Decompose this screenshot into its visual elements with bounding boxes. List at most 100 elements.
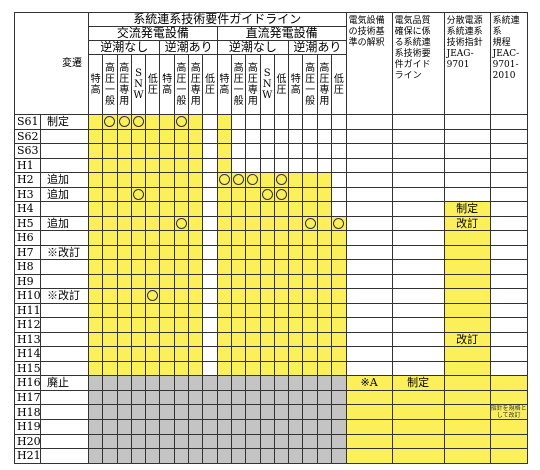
grid-cell <box>288 375 304 391</box>
grid-cell <box>230 186 247 202</box>
grid-cell <box>173 317 190 333</box>
era-cell: S63 <box>14 143 41 159</box>
grid-cell <box>116 360 132 376</box>
subcol-header-12: 高圧専用 <box>245 54 261 115</box>
grid-cell <box>130 360 147 376</box>
table-row: H13 改訂 <box>14 331 528 347</box>
grid-cell <box>159 244 175 260</box>
grid-cell <box>273 433 290 449</box>
table-row: S63 <box>14 143 528 159</box>
event-cell: 廃止 <box>40 375 89 391</box>
grid-cell <box>288 114 304 130</box>
grid-cell <box>216 186 232 202</box>
tail-cell-4 <box>489 448 528 464</box>
grid-cell <box>288 433 304 449</box>
grid-cell <box>102 244 118 260</box>
circle-marker <box>261 188 273 200</box>
grid-cell <box>302 273 318 289</box>
grid-cell <box>130 419 147 435</box>
grid-cell <box>316 331 333 347</box>
grid-cell <box>102 128 118 144</box>
subcol-label: 高圧専用 <box>118 63 130 107</box>
grid-cell <box>130 230 147 246</box>
grid-cell <box>145 128 161 144</box>
grid-cell <box>302 244 318 260</box>
grid-cell <box>202 230 218 246</box>
grid-cell <box>130 389 147 405</box>
grid-cell <box>202 288 218 304</box>
grid-cell <box>159 114 175 130</box>
grid-cell <box>245 419 261 435</box>
era-cell: H14 <box>14 346 41 362</box>
grid-cell <box>145 433 161 449</box>
tail-cell-1 <box>345 360 393 376</box>
subcol-label-char: 圧 <box>176 73 187 85</box>
grid-cell <box>116 448 132 464</box>
grid-cell <box>331 230 347 246</box>
tail-cell-2 <box>391 215 445 231</box>
grid-cell <box>202 114 218 130</box>
grid-cell <box>273 375 290 391</box>
tail-cell-1 <box>345 302 393 318</box>
grid-cell <box>273 186 290 202</box>
grid-cell <box>145 404 161 420</box>
grid-cell <box>159 186 175 202</box>
grid-cell <box>273 201 290 217</box>
grid-cell <box>159 230 175 246</box>
grid-cell <box>202 302 218 318</box>
grid-cell <box>273 404 290 420</box>
grid-cell <box>202 215 218 231</box>
grid-cell <box>173 201 190 217</box>
grid-cell <box>102 389 118 405</box>
grid-cell <box>302 346 318 362</box>
grid-cell <box>130 215 147 231</box>
era-cell: H1 <box>14 157 41 173</box>
tail-cell-2 <box>391 389 445 405</box>
grid-cell <box>159 317 175 333</box>
grid-cell <box>259 128 275 144</box>
subcol-header-5: 低圧 <box>145 54 161 115</box>
tail-cell-1: ※A <box>345 375 393 391</box>
grid-cell <box>245 157 261 173</box>
header-jeac-9701-2010-line: 9701- <box>492 60 519 70</box>
table-row: H3 追加 <box>14 186 528 202</box>
grid-cell <box>288 404 304 420</box>
tail-cell-4 <box>489 288 528 304</box>
grid-cell <box>145 389 161 405</box>
grid-cell <box>130 433 147 449</box>
grid-cell <box>259 331 275 347</box>
grid-cell <box>230 143 247 159</box>
grid-cell <box>230 128 247 144</box>
tail-cell-3 <box>443 433 491 449</box>
grid-cell <box>145 172 161 188</box>
grid-cell <box>130 448 147 464</box>
change-label: 変遷 <box>62 58 82 69</box>
grid-cell <box>130 259 147 275</box>
grid-cell <box>173 448 190 464</box>
subcol-label-char: 般 <box>104 95 115 107</box>
grid-cell <box>145 215 161 231</box>
grid-cell <box>102 186 118 202</box>
grid-cell <box>216 201 232 217</box>
grid-cell <box>159 302 175 318</box>
grid-cell <box>102 157 118 173</box>
subcol-label-char: 特 <box>219 73 230 85</box>
grid-cell <box>188 201 204 217</box>
grid-cell <box>331 389 347 405</box>
grid-cell <box>273 128 290 144</box>
subcol-label-char: W <box>262 90 273 101</box>
grid-cell <box>216 360 232 376</box>
era-cell: H21 <box>14 448 41 464</box>
subcol-label-char: 一 <box>176 84 187 96</box>
grid-cell <box>302 331 318 347</box>
grid-cell <box>259 389 275 405</box>
grid-cell <box>230 114 247 130</box>
circle-marker <box>147 290 159 302</box>
grid-cell <box>302 375 318 391</box>
subcol-header-7: 高圧一般 <box>173 54 190 115</box>
event-cell <box>40 157 89 173</box>
grid-cell <box>145 273 161 289</box>
tail-cell-4 <box>489 259 528 275</box>
grid-cell <box>302 288 318 304</box>
grid-cell <box>302 201 318 217</box>
